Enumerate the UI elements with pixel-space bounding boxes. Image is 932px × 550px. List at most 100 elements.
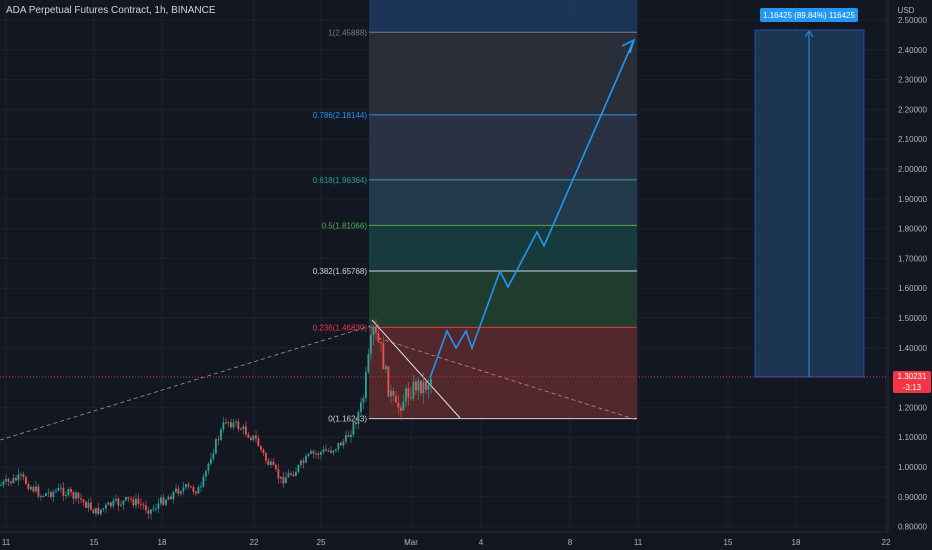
candle-body bbox=[222, 422, 225, 430]
y-tick-label: 1.80000 bbox=[898, 225, 927, 234]
candle-body bbox=[430, 378, 432, 386]
candle-body bbox=[345, 435, 347, 442]
candle-body bbox=[205, 470, 207, 477]
x-tick-label: 18 bbox=[792, 538, 801, 547]
candle-body bbox=[177, 488, 180, 494]
candle-body bbox=[427, 385, 430, 390]
candle-body bbox=[70, 488, 72, 493]
candle-body bbox=[420, 380, 422, 394]
candle-body bbox=[120, 504, 122, 506]
candle-body bbox=[425, 381, 427, 390]
candle-body bbox=[277, 469, 280, 479]
candle-body bbox=[335, 449, 337, 451]
candle-body bbox=[235, 421, 237, 423]
x-tick-label: 18 bbox=[158, 538, 167, 547]
candle-body bbox=[62, 487, 65, 496]
candle-body bbox=[267, 460, 270, 465]
candle-body bbox=[145, 505, 147, 511]
candle-body bbox=[147, 510, 150, 514]
candle-body bbox=[125, 497, 127, 501]
candle-body bbox=[262, 449, 265, 454]
candle-body bbox=[402, 401, 405, 411]
projection-path bbox=[429, 41, 634, 379]
candle-body bbox=[325, 449, 327, 451]
y-tick-label: 1.10000 bbox=[898, 433, 927, 442]
candle-body bbox=[217, 439, 220, 441]
trendline-dashed bbox=[377, 337, 638, 421]
candle-body bbox=[82, 499, 85, 502]
candle-body bbox=[227, 422, 230, 424]
candle-body bbox=[355, 422, 357, 425]
candle-body bbox=[422, 381, 425, 394]
candle-body bbox=[200, 486, 202, 488]
fib-level-label: 0.5(1.81066) bbox=[322, 221, 368, 230]
candle-body bbox=[75, 492, 77, 499]
candle-body bbox=[92, 509, 95, 514]
candle-body bbox=[245, 426, 247, 435]
candle-body bbox=[215, 439, 217, 454]
candle-body bbox=[87, 502, 90, 508]
price-axis bbox=[888, 0, 932, 550]
candle-body bbox=[152, 508, 155, 510]
candle-body bbox=[67, 488, 70, 495]
current-price-badge: 1.30231 -3:13 bbox=[893, 371, 931, 393]
candle-body bbox=[60, 487, 62, 489]
candle-body bbox=[417, 380, 420, 391]
candle-body bbox=[112, 500, 115, 507]
candle-body bbox=[55, 490, 57, 492]
candle-body bbox=[167, 496, 170, 500]
candle-body bbox=[72, 492, 75, 499]
candle-body bbox=[27, 483, 30, 490]
candle-body bbox=[327, 450, 330, 452]
candle-body bbox=[310, 451, 312, 454]
candle-body bbox=[130, 498, 132, 500]
candle-body bbox=[382, 343, 385, 370]
fib-zone bbox=[369, 225, 637, 272]
candle-body bbox=[190, 486, 192, 488]
candle-body bbox=[115, 498, 117, 501]
current-price-value: 1.30231 bbox=[897, 372, 927, 381]
candle-body bbox=[142, 504, 145, 506]
candle-body bbox=[272, 461, 275, 466]
candle-body bbox=[352, 422, 355, 435]
y-tick-label: 1.20000 bbox=[898, 403, 927, 412]
candle-body bbox=[37, 486, 40, 497]
candle-body bbox=[340, 442, 342, 446]
candle-body bbox=[385, 366, 387, 370]
candle-body bbox=[202, 476, 205, 487]
candle-body bbox=[377, 332, 380, 342]
candle-body bbox=[347, 435, 350, 438]
time-axis bbox=[0, 532, 888, 550]
candle-body bbox=[165, 499, 167, 505]
candle-body bbox=[10, 481, 12, 484]
candle-body bbox=[330, 450, 332, 453]
fib-level-label: 0.618(1.96364) bbox=[313, 176, 368, 185]
candle-body bbox=[122, 500, 125, 505]
candle-body bbox=[57, 487, 60, 491]
candle-body bbox=[397, 402, 400, 408]
candle-body bbox=[172, 491, 175, 500]
candle-body bbox=[280, 476, 282, 479]
fib-zone bbox=[369, 271, 637, 328]
candle-body bbox=[317, 453, 320, 455]
candle-body bbox=[260, 446, 262, 450]
candle-body bbox=[415, 381, 417, 391]
candle-body bbox=[85, 501, 87, 508]
candle-body bbox=[95, 507, 97, 514]
candle-body bbox=[370, 335, 372, 355]
candle-body bbox=[17, 474, 20, 481]
candle-body bbox=[0, 484, 2, 486]
candle-body bbox=[407, 388, 410, 398]
candle-body bbox=[212, 453, 215, 459]
y-tick-label: 1.00000 bbox=[898, 463, 927, 472]
y-tick-label: 1.50000 bbox=[898, 314, 927, 323]
candle-body bbox=[32, 486, 35, 492]
candle-body bbox=[150, 509, 152, 514]
fib-level-label: 0.382(1.65768) bbox=[313, 267, 368, 276]
x-tick-label: Mar bbox=[404, 538, 418, 547]
projection-arrowhead bbox=[621, 38, 636, 54]
fib-zone bbox=[369, 0, 637, 33]
candle-body bbox=[107, 502, 110, 505]
y-tick-label: 0.80000 bbox=[898, 523, 927, 532]
